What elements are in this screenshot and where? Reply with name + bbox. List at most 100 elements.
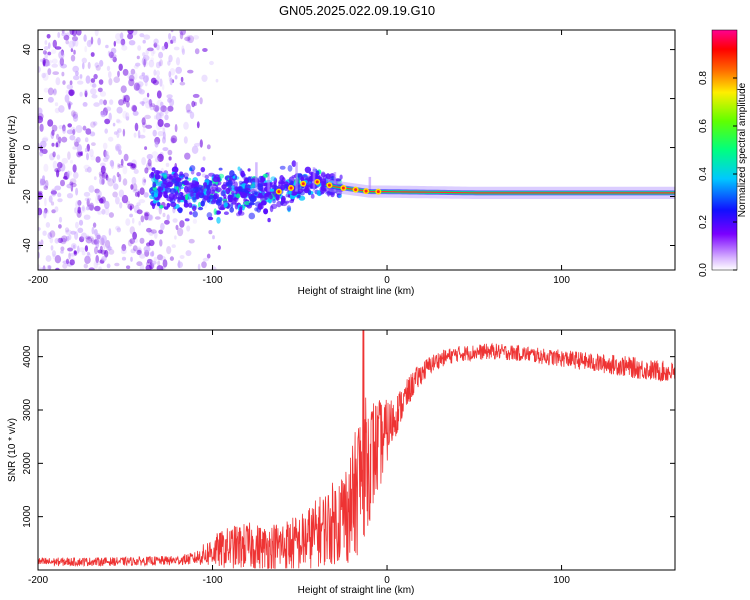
noise-blob	[90, 237, 94, 245]
noise-blob	[159, 106, 163, 114]
noise-blob	[136, 261, 143, 267]
noise-blob	[127, 239, 133, 247]
ridge-blob	[163, 174, 168, 179]
ridge-blob	[230, 202, 234, 209]
noise-blob	[66, 84, 74, 90]
noise-blob	[51, 129, 55, 136]
noise-blob	[82, 125, 87, 131]
noise-blob	[134, 122, 139, 132]
ridge-blob	[206, 189, 211, 196]
ridge-blob	[269, 188, 275, 192]
noise-blob	[41, 175, 45, 184]
ridge-core	[325, 183, 675, 194]
noise-blob	[47, 96, 54, 103]
noise-blob	[162, 128, 166, 134]
noise-blob	[132, 245, 138, 252]
noise-blob	[108, 136, 114, 142]
noise-blob	[160, 105, 167, 113]
noise-blob	[123, 153, 129, 162]
snr-series-line	[38, 330, 675, 569]
noise-blob	[45, 222, 51, 228]
noise-blob	[180, 30, 186, 35]
ridge-blob	[192, 196, 197, 203]
noise-blob	[66, 183, 73, 189]
noise-blob	[54, 102, 59, 107]
noise-blob	[66, 193, 74, 199]
noise-blob	[179, 255, 185, 259]
ridge-blob	[270, 176, 277, 182]
x-tick-label: 0	[384, 575, 390, 586]
noise-blob	[109, 159, 115, 167]
noise-blob	[169, 68, 176, 76]
noise-blob	[80, 232, 88, 240]
noise-blob	[61, 136, 68, 143]
noise-blob	[166, 214, 170, 221]
noise-blob	[57, 161, 63, 169]
ridge-blob	[188, 202, 193, 208]
ridge-blob	[339, 174, 343, 180]
noise-blob	[99, 91, 107, 97]
noise-blob	[165, 162, 170, 167]
noise-blob	[158, 51, 164, 59]
noise-blob	[141, 117, 146, 126]
ridge-blob	[185, 194, 189, 201]
noise-blob	[79, 91, 83, 97]
noise-blob	[201, 261, 207, 269]
noise-blob	[70, 48, 74, 53]
noise-blob	[136, 249, 142, 256]
noise-blob	[133, 169, 139, 174]
noise-blob	[58, 216, 63, 223]
noise-blob	[120, 158, 124, 166]
colorbar-gradient	[711, 29, 738, 271]
noise-blob	[99, 245, 103, 251]
noise-blob	[139, 33, 145, 38]
ridge-blob	[228, 198, 233, 203]
noise-blob	[145, 100, 152, 109]
noise-blob	[215, 78, 219, 83]
ridge-blob	[284, 200, 290, 204]
noise-blob	[125, 200, 130, 206]
ridge-blob	[196, 172, 202, 177]
y-tick-label: 2000	[22, 452, 33, 475]
noise-blob	[157, 119, 164, 127]
ridge-blob	[240, 191, 248, 199]
ridge-blob	[216, 216, 221, 224]
ridge-halo	[326, 178, 675, 199]
ridge-blob	[192, 205, 197, 212]
noise-blob	[127, 33, 134, 40]
ridge-blob	[195, 193, 200, 200]
noise-blob	[91, 226, 95, 235]
noise-blob	[212, 235, 215, 240]
noise-blob	[52, 151, 56, 158]
ridge-blob	[247, 168, 251, 172]
ridge-blob	[238, 186, 243, 192]
ridge-blob	[280, 184, 286, 191]
noise-blob	[183, 121, 189, 130]
noise-blob	[175, 57, 181, 66]
noise-blob	[57, 198, 63, 203]
noise-blob	[121, 256, 127, 261]
noise-blob	[58, 224, 62, 229]
ridge-blob	[276, 200, 282, 208]
noise-blob	[54, 238, 60, 244]
ridge-blob	[218, 207, 225, 211]
ridge-blob	[263, 208, 269, 215]
noise-blob	[39, 178, 43, 187]
noise-blob	[51, 63, 58, 68]
ridge-blob	[303, 187, 309, 194]
noise-blob	[57, 237, 63, 244]
noise-blob	[143, 75, 149, 83]
ridge-blob	[198, 188, 204, 196]
ridge-blob	[275, 195, 279, 201]
ridge-blob	[240, 170, 245, 178]
plume	[267, 172, 270, 192]
noise-blob	[102, 177, 106, 185]
noise-blob	[131, 217, 135, 224]
noise-blob	[54, 107, 60, 114]
noise-blob	[139, 237, 145, 244]
noise-blob	[99, 198, 104, 204]
noise-blob	[171, 137, 177, 144]
noise-blob	[162, 131, 166, 140]
ridge-blob	[297, 194, 301, 199]
ridge-blob	[185, 176, 189, 180]
